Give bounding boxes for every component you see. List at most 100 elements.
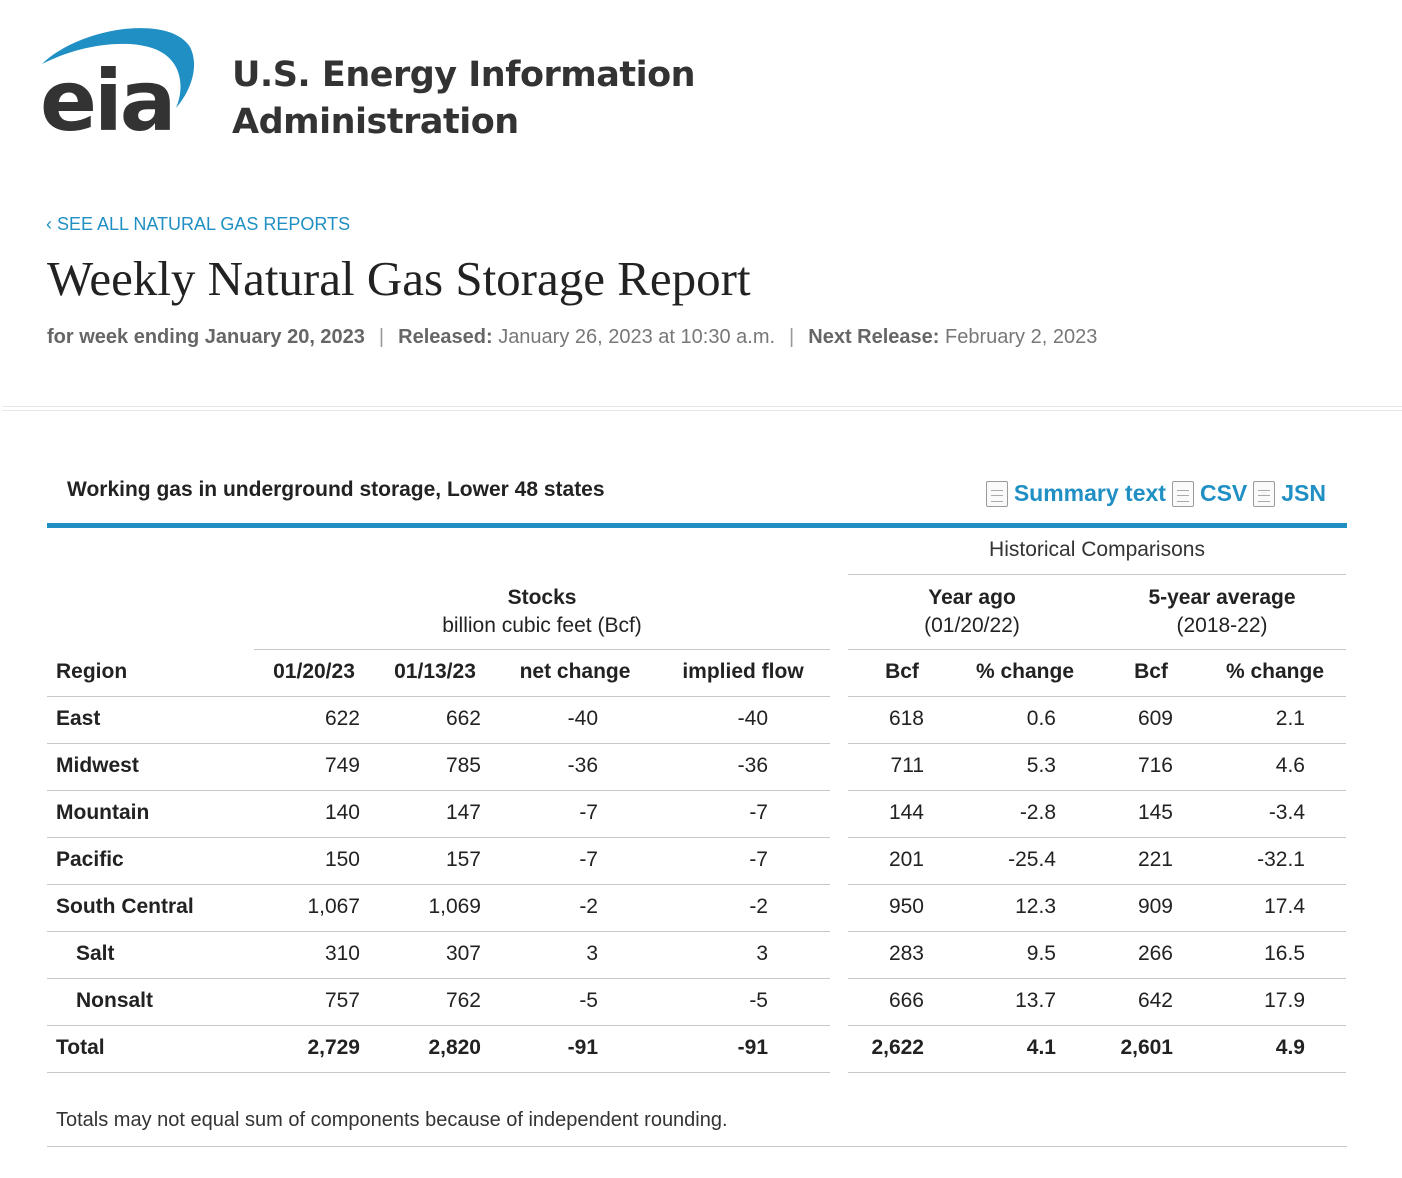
row-divider: [47, 1072, 830, 1073]
table-top-rule: [47, 523, 1347, 528]
column-header: Bcf: [885, 660, 919, 683]
meta-separator: |: [789, 326, 795, 348]
document-icon: [985, 480, 1008, 507]
row-divider: [47, 884, 830, 885]
five-year-range: (2018-22): [1176, 614, 1268, 637]
table-cell: 2.1: [1275, 707, 1305, 730]
table-cell: 622: [324, 707, 360, 730]
table-cell: -7: [749, 848, 768, 871]
table-cell: -7: [579, 801, 598, 824]
table-cell: -91: [567, 1036, 598, 1059]
region-label: Mountain: [56, 801, 150, 824]
table-cell: 147: [445, 801, 481, 824]
row-divider: [848, 790, 1346, 791]
table-cell: -91: [737, 1036, 768, 1059]
table-cell: 0.6: [1026, 707, 1056, 730]
table-cell: 17.9: [1264, 989, 1305, 1012]
see-all-reports-link[interactable]: ‹ SEE ALL NATURAL GAS REPORTS: [46, 214, 351, 234]
report-meta: for week ending January 20, 2023 | Release…: [47, 326, 1097, 349]
table-cell: 4.6: [1275, 754, 1305, 777]
table-cell: 145: [1137, 801, 1173, 824]
table-cell: 609: [1137, 707, 1173, 730]
table-cell: 3: [756, 942, 768, 965]
eia-logo[interactable]: eia U.S. Energy Information Administrati…: [40, 22, 720, 142]
year-ago-date: (01/20/22): [924, 614, 1020, 637]
document-icon: [1253, 480, 1276, 507]
section-divider: [2, 406, 1402, 411]
row-divider: [47, 790, 830, 791]
table-cell: 266: [1137, 942, 1173, 965]
table-cell: 4.9: [1275, 1036, 1305, 1059]
row-divider: [848, 837, 1346, 838]
row-divider: [47, 931, 830, 932]
table-cell: -2.8: [1019, 801, 1056, 824]
historical-comparisons-header: Historical Comparisons: [989, 538, 1205, 561]
table-cell: 2,622: [871, 1036, 924, 1059]
row-divider: [47, 978, 830, 979]
stocks-unit: billion cubic feet (Bcf): [442, 614, 642, 637]
row-divider: [47, 837, 830, 838]
next-release-label: Next Release:: [808, 326, 940, 348]
week-ending: for week ending January 20, 2023: [47, 326, 365, 348]
meta-separator: |: [378, 326, 385, 348]
table-cell: 12.3: [1015, 895, 1056, 918]
row-divider: [848, 696, 1346, 697]
table-cell: 17.4: [1264, 895, 1305, 918]
page-title: Weekly Natural Gas Storage Report: [47, 251, 751, 306]
table-cell: 950: [888, 895, 924, 918]
row-divider: [848, 1072, 1346, 1073]
table-cell: 666: [888, 989, 924, 1012]
rounding-footnote: Totals may not equal sum of components b…: [56, 1109, 728, 1131]
table-cell: -5: [749, 989, 768, 1012]
table-title: Working gas in underground storage, Lowe…: [67, 478, 605, 501]
table-cell: 307: [445, 942, 481, 965]
region-label: Midwest: [56, 754, 139, 777]
table-cell: -25.4: [1008, 848, 1056, 871]
row-divider: [848, 884, 1346, 885]
document-icon: [1171, 480, 1194, 507]
table-cell: 749: [324, 754, 360, 777]
table-cell: 283: [888, 942, 924, 965]
table-cell: -3.4: [1268, 801, 1305, 824]
column-header: % change: [1225, 660, 1325, 683]
column-header: % change: [975, 660, 1075, 683]
json-link[interactable]: JSN: [1281, 480, 1326, 506]
table-cell: 642: [1137, 989, 1173, 1012]
row-divider: [47, 1025, 830, 1026]
table-cell: 201: [888, 848, 924, 871]
region-label: Pacific: [56, 848, 124, 871]
table-cell: -32.1: [1257, 848, 1305, 871]
download-links: Summary text CSV JSN: [980, 480, 1326, 507]
column-header: 01/20/23: [273, 660, 355, 683]
table-cell: 662: [445, 707, 481, 730]
table-cell: 221: [1137, 848, 1173, 871]
summary-text-link[interactable]: Summary text: [1013, 480, 1166, 506]
region-label: Nonsalt: [76, 989, 154, 1012]
next-release-date: February 2, 2023: [945, 326, 1098, 348]
region-label: Salt: [76, 942, 115, 965]
table-cell: 13.7: [1015, 989, 1056, 1012]
row-divider: [848, 931, 1346, 932]
svg-text:eia: eia: [40, 52, 173, 142]
table-cell: 144: [888, 801, 924, 824]
table-cell: 762: [445, 989, 481, 1012]
table-cell: 157: [445, 848, 481, 871]
table-cell: -40: [567, 707, 598, 730]
table-cell: 2,820: [428, 1036, 481, 1059]
stocks-header: Stocks: [507, 586, 577, 609]
table-cell: -36: [567, 754, 598, 777]
table-cell: -7: [749, 801, 768, 824]
column-header: implied flow: [682, 660, 804, 683]
table-cell: 150: [324, 848, 360, 871]
table-cell: 16.5: [1264, 942, 1305, 965]
csv-link[interactable]: CSV: [1199, 480, 1248, 506]
released-label: Released:: [398, 326, 493, 348]
row-divider: [848, 1025, 1346, 1026]
table-cell: 711: [890, 754, 924, 777]
column-header: Region: [56, 660, 128, 683]
table-cell: 310: [324, 942, 360, 965]
eia-logo-mark: eia: [40, 28, 195, 142]
table-cell: 2,601: [1120, 1036, 1173, 1059]
table-cell: 785: [445, 754, 481, 777]
five-year-header: 5-year average: [1148, 586, 1296, 609]
